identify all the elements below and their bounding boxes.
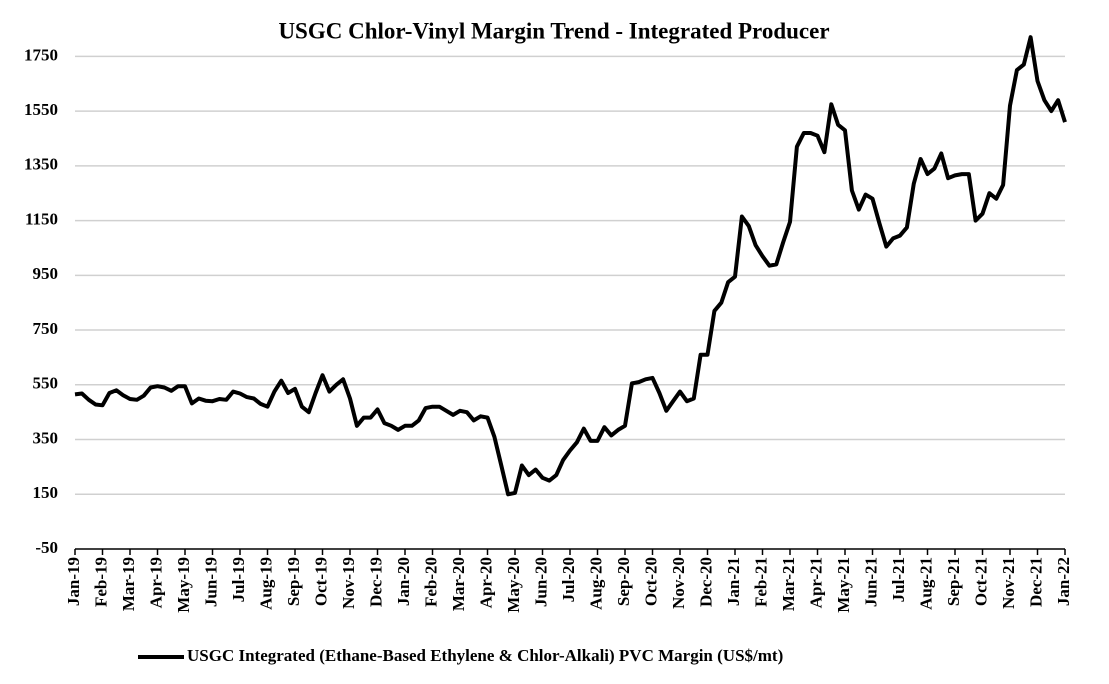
x-tick-label: Sep-20 <box>614 557 633 606</box>
x-tick-label: Jan-19 <box>64 557 83 606</box>
y-tick-label: 1150 <box>25 209 58 228</box>
x-tick-label: Aug-20 <box>586 557 605 610</box>
x-tick-label: May-19 <box>174 557 193 613</box>
x-tick-label: Feb-20 <box>421 557 440 607</box>
chart-title: USGC Chlor-Vinyl Margin Trend - Integrat… <box>278 18 829 43</box>
x-tick-label: Jun-19 <box>201 557 220 607</box>
x-tick-label: Nov-20 <box>669 557 688 609</box>
x-tick-label: May-20 <box>504 557 523 613</box>
y-tick-label: 950 <box>33 264 59 283</box>
legend-label: USGC Integrated (Ethane-Based Ethylene &… <box>187 646 783 665</box>
x-tick-label: Apr-21 <box>806 557 825 608</box>
x-tick-label: Aug-21 <box>916 557 935 610</box>
y-tick-label: 1550 <box>24 100 58 119</box>
x-tick-label: Dec-19 <box>366 557 385 607</box>
y-tick-label: 1350 <box>24 155 58 174</box>
y-tick-label: 750 <box>33 319 59 338</box>
x-tick-label: May-21 <box>834 557 853 613</box>
x-tick-label: Aug-19 <box>256 557 275 610</box>
x-tick-label: Jul-19 <box>229 557 248 602</box>
x-tick-label: Jan-20 <box>394 557 413 606</box>
x-tick-label: Oct-19 <box>311 557 330 606</box>
x-tick-label: Nov-21 <box>999 557 1018 609</box>
y-tick-label: -50 <box>35 538 58 557</box>
x-tick-label: Jul-21 <box>889 557 908 602</box>
x-tick-label: Mar-21 <box>779 557 798 611</box>
x-tick-label: Sep-19 <box>284 557 303 606</box>
x-tick-label: Feb-19 <box>91 557 110 607</box>
x-tick-label: Dec-21 <box>1026 557 1045 607</box>
y-tick-label: 550 <box>33 374 59 393</box>
x-tick-label: Mar-20 <box>449 557 468 611</box>
x-tick-label: Jan-22 <box>1054 557 1073 606</box>
y-tick-label: 150 <box>33 483 59 502</box>
x-tick-label: Mar-19 <box>119 557 138 611</box>
x-tick-label: Nov-19 <box>339 557 358 609</box>
x-tick-label: Dec-20 <box>696 557 715 607</box>
x-tick-label: Jan-21 <box>724 557 743 606</box>
x-tick-label: Jul-20 <box>559 557 578 602</box>
y-tick-label: 1750 <box>24 45 58 64</box>
x-tick-label: Sep-21 <box>944 557 963 606</box>
x-tick-label: Apr-19 <box>146 557 165 608</box>
line <box>74 35 1067 497</box>
x-tick-label: Jun-21 <box>861 557 880 607</box>
x-tick-label: Oct-21 <box>971 557 990 606</box>
x-tick-label: Feb-21 <box>751 557 770 607</box>
y-tick-label: 350 <box>33 428 59 447</box>
x-tick-label: Apr-20 <box>476 557 495 608</box>
x-tick-label: Jun-20 <box>531 557 550 607</box>
x-tick-label: Oct-20 <box>641 557 660 606</box>
